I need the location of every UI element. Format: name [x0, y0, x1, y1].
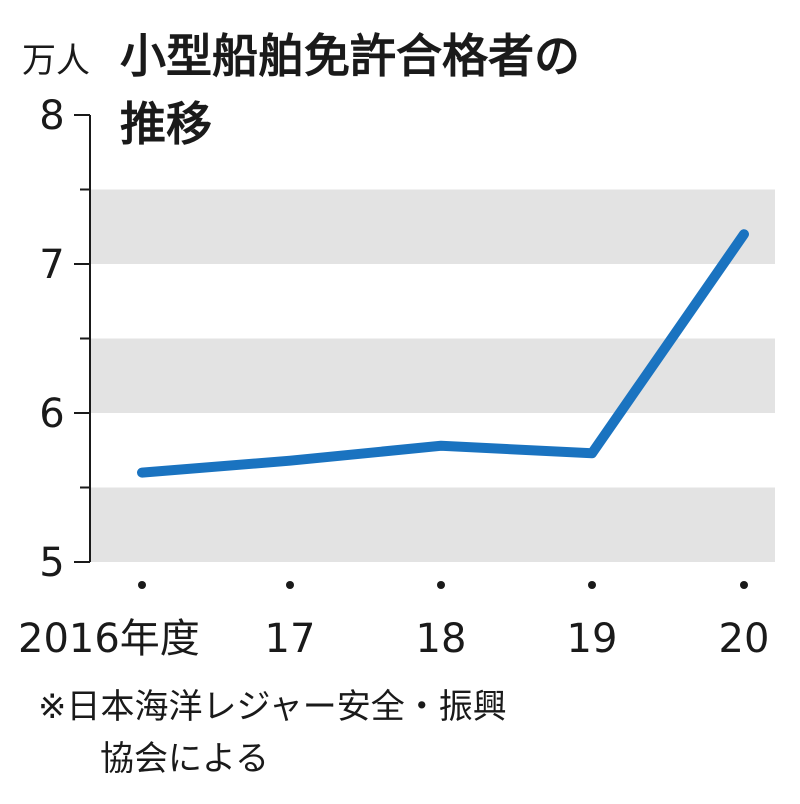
source-note-line1: ※日本海洋レジャー安全・振興 [38, 687, 507, 727]
grid-band [90, 487, 775, 562]
x-tick-label: 17 [265, 616, 316, 662]
x-tick-dot [740, 581, 748, 589]
series-layer [137, 229, 749, 478]
y-axis: 5 6 7 8 [39, 93, 91, 586]
y-tick-label: 5 [39, 540, 64, 586]
data-point [591, 452, 593, 455]
source-note-line2: 協会による [100, 739, 269, 779]
x-tick-label: 19 [567, 616, 618, 662]
x-tick-label: 18 [416, 616, 467, 662]
y-tick-label: 7 [39, 242, 64, 288]
chart-title-line2: 推移 [120, 97, 212, 151]
x-tick-label: 20 [719, 616, 770, 662]
grid-bands [90, 189, 775, 562]
x-axis: 2016年度 17 18 19 20 [18, 581, 769, 662]
x-tick-dot [138, 581, 146, 589]
grid-band [90, 338, 775, 413]
x-tick-dot [286, 581, 294, 589]
data-point [440, 444, 442, 447]
x-tick-dot [588, 581, 596, 589]
data-point [743, 233, 745, 236]
x-tick-dot [437, 581, 445, 589]
y-tick-label: 8 [39, 93, 64, 139]
data-point [141, 471, 143, 474]
chart-title-line1: 小型船舶免許合格者の [120, 29, 580, 83]
data-point [289, 459, 291, 462]
unit-label: 万人 [22, 41, 90, 81]
x-tick-label: 2016年度 [18, 616, 200, 662]
y-tick-label: 6 [39, 391, 64, 437]
grid-band [90, 189, 775, 264]
